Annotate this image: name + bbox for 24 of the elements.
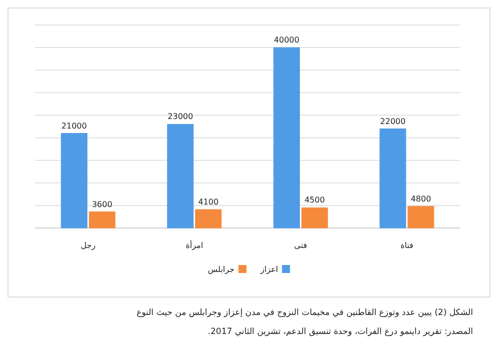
data-label: 23000 — [168, 112, 194, 122]
x-tick-label: فتى — [294, 241, 308, 250]
x-tick-label: امرأة — [186, 240, 204, 250]
data-label: 21000 — [61, 121, 87, 130]
data-label: 22000 — [380, 116, 406, 126]
legend-label: اعزاز — [260, 265, 278, 274]
text: المصدر: تقرير داينمو درع الفرات، وحدة تنسيق الدعم، تشرين الثاني 2017. — [208, 327, 473, 337]
data-label: 4100 — [198, 198, 219, 207]
bar — [408, 206, 434, 228]
data-label: 3600 — [92, 200, 112, 209]
bar — [60, 133, 88, 228]
bar — [195, 209, 222, 228]
legend-label: جرابلس — [208, 265, 235, 274]
bar — [273, 47, 300, 228]
data-label: 40000 — [274, 36, 300, 45]
bar — [167, 124, 194, 228]
bar — [88, 212, 116, 228]
x-tick-label: رجل — [80, 241, 96, 250]
data-label: 4800 — [410, 194, 432, 204]
bar — [380, 128, 406, 228]
x-tick-label: فتاة — [400, 241, 414, 250]
text: الشكل (2) يبين عدد وتوزع القاطنين في مخيمات النزوح في مدن إعزاز وجرابلس من حيث النوع — [136, 308, 473, 318]
data-label: 4500 — [304, 196, 325, 205]
bar — [301, 207, 328, 228]
